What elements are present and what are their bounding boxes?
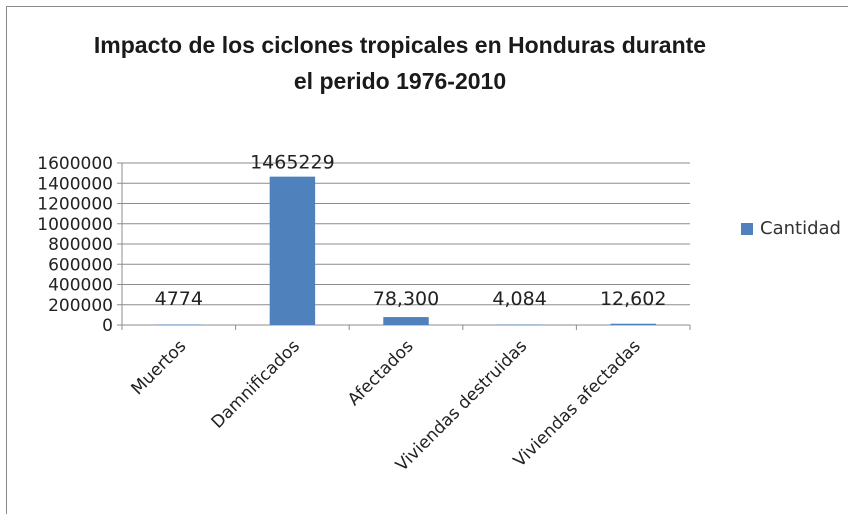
y-tick-label: 1200000 — [37, 195, 113, 215]
x-tick-label: Viviendas destruidas — [392, 336, 531, 475]
y-tick-label: 0 — [102, 316, 113, 336]
chart-legend: Cantidad — [741, 218, 841, 239]
y-tick-label: 1600000 — [37, 154, 113, 174]
chart-title-line-2: el perido 1976-2010 — [293, 68, 507, 94]
chart-title-line-1: Impacto de los ciclones tropicales en Ho… — [93, 32, 707, 58]
x-tick-label: Viviendas afectadas — [510, 336, 645, 471]
y-tick-label: 600000 — [48, 255, 113, 275]
y-tick-label: 1400000 — [37, 174, 113, 194]
y-tick-label: 1000000 — [37, 215, 113, 235]
chart-frame — [6, 6, 848, 514]
data-label: 78,300 — [373, 288, 439, 310]
x-tick-label: Afectados — [344, 336, 418, 410]
legend-swatch — [741, 222, 753, 235]
x-tick-label: Damnificados — [208, 336, 304, 432]
data-label: 1465229 — [250, 152, 335, 174]
bar — [383, 317, 429, 325]
y-tick-label: 800000 — [48, 235, 113, 255]
data-label: 4774 — [155, 288, 203, 310]
x-tick-label: Muertos — [128, 336, 191, 399]
legend-label: Cantidad — [760, 218, 841, 239]
data-label: 12,602 — [600, 288, 666, 310]
y-tick-label: 200000 — [48, 296, 113, 316]
data-label: 4,084 — [492, 288, 546, 310]
bar — [269, 176, 316, 325]
y-tick-label: 400000 — [48, 276, 113, 296]
bar — [610, 323, 656, 325]
